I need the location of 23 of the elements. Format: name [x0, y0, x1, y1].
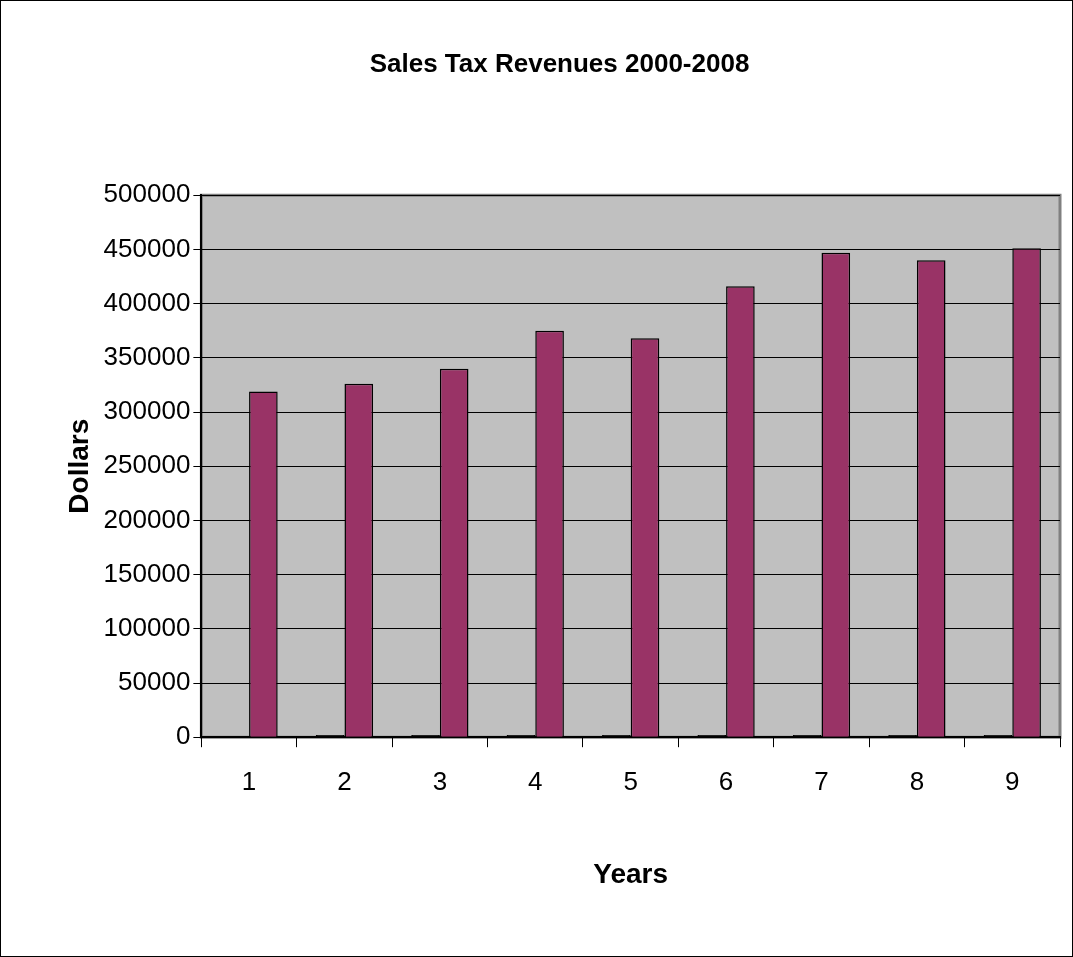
- x-tick-label: 6: [718, 765, 734, 796]
- x-tick-label: 4: [528, 765, 543, 796]
- y-tick-label: 0: [175, 720, 191, 751]
- y-tick-label: 150000: [103, 557, 191, 588]
- chart-title: Sales Tax Revenues 2000-2008: [369, 47, 750, 78]
- y-tick-label: 350000: [103, 340, 191, 371]
- y-tick-label: 400000: [103, 286, 191, 317]
- x-tick-label: 1: [241, 765, 257, 796]
- x-tick-label: 2: [337, 765, 352, 796]
- y-tick-label: 500000: [103, 178, 191, 209]
- y-tick-label: 200000: [103, 503, 191, 534]
- x-tick-label: 3: [432, 765, 448, 796]
- y-tick-label: 250000: [103, 449, 191, 480]
- y-tick-label: 50000: [118, 666, 191, 697]
- x-tick-label: 8: [909, 765, 925, 796]
- x-tick-label: 9: [1005, 765, 1020, 796]
- x-axis-title: Years: [593, 857, 669, 889]
- y-axis-title: Dollars: [62, 418, 94, 514]
- y-tick-label: 300000: [103, 395, 191, 426]
- x-tick-label: 5: [623, 765, 638, 796]
- x-tick-label: 7: [814, 765, 829, 796]
- y-tick-label: 100000: [103, 611, 191, 642]
- y-tick-label: 450000: [103, 232, 191, 263]
